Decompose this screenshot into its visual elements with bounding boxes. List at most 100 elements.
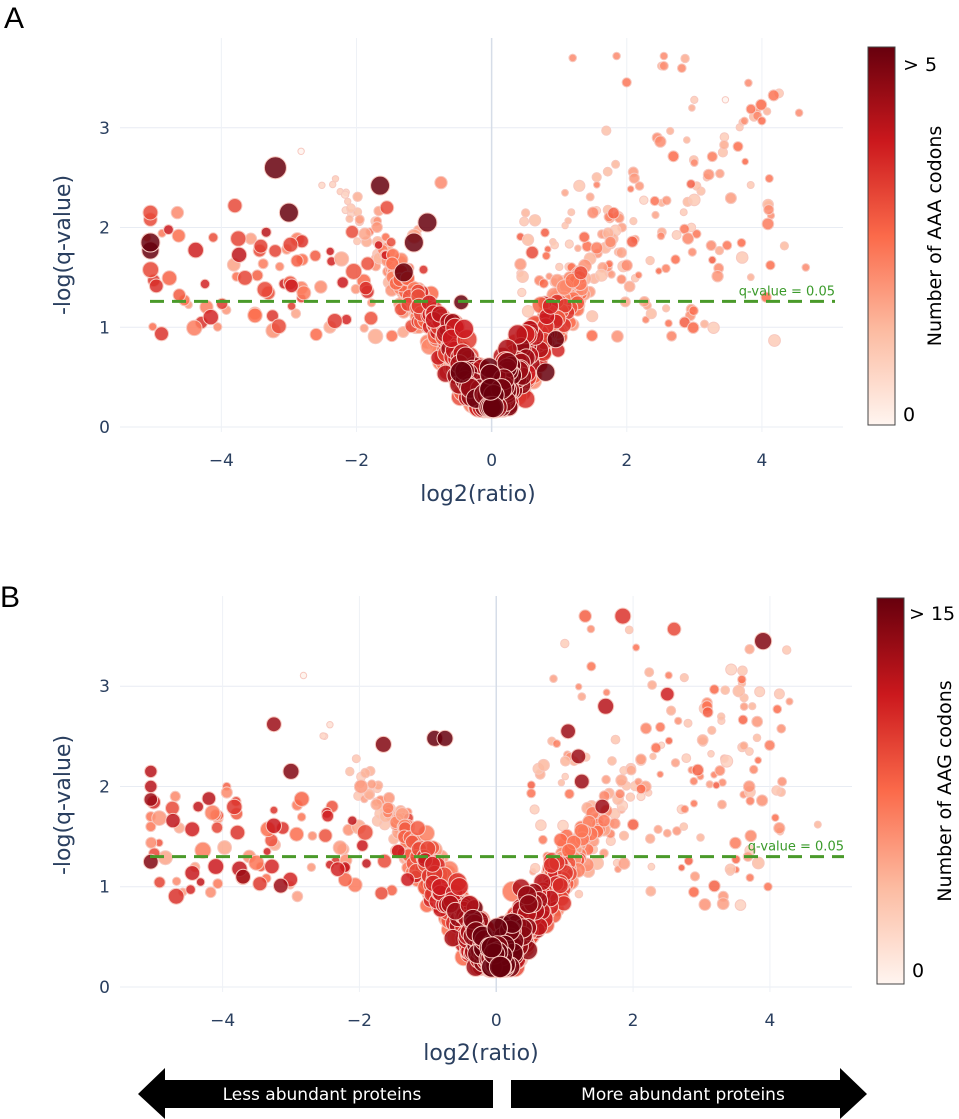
data-point [741,157,750,166]
data-point [268,244,283,258]
data-point [655,267,663,275]
data-point [449,360,473,384]
data-point [165,812,181,829]
data-point [771,785,782,796]
data-point [518,894,539,914]
data-point [248,854,265,871]
data-point [620,259,633,272]
data-point [570,748,587,765]
data-point [526,780,536,790]
data-point [541,251,551,261]
data-point [284,278,299,294]
data-point [306,862,317,872]
colorbar-a [867,46,896,426]
data-point [647,862,656,871]
data-point [573,265,589,281]
data-point [687,321,700,334]
data-point [763,882,773,892]
data-point [329,180,337,189]
data-point [434,175,448,190]
data-point [785,697,794,706]
data-point [660,686,675,702]
data-point [373,240,384,250]
x-tick-labels-a: −4 −2 0 2 4 [209,451,768,471]
data-point [172,288,187,302]
data-point [764,174,774,183]
data-point [561,772,570,781]
data-point [309,249,322,262]
data-point [574,244,582,253]
data-point [706,151,718,163]
data-point [264,858,280,875]
data-point [654,135,667,148]
data-point [776,723,787,734]
data-point [557,779,566,787]
data-point [594,268,608,282]
data-point [634,271,643,280]
data-point [586,624,596,634]
data-point [748,702,757,711]
x-tick-label: 0 [491,1011,502,1031]
data-point [740,116,749,126]
data-point [691,229,702,239]
data-point [677,63,687,73]
colorbar-title-b: Number of AAG codons [934,680,956,901]
data-point [552,739,562,748]
y-tick-labels-b: 0 1 2 3 [99,677,110,998]
data-point [163,224,174,236]
data-point [659,61,669,71]
data-point [655,721,666,733]
data-point [140,232,161,253]
data-point [546,330,565,349]
data-point [167,887,185,905]
data-point [698,898,712,911]
data-point [686,179,696,189]
data-point [687,247,697,257]
markers-b [142,607,822,979]
data-point [287,301,297,311]
data-point [707,725,717,736]
data-point [237,270,253,286]
data-point [366,779,377,790]
data-point [212,878,224,889]
data-point [251,269,264,282]
data-point [680,53,690,64]
x-tick-label: −4 [210,1011,235,1031]
data-point [333,251,350,267]
data-point [358,227,372,241]
data-point [607,756,617,766]
data-point [614,607,632,625]
data-point [567,208,576,217]
data-point [573,823,590,839]
data-point [585,329,599,342]
data-point [681,753,692,763]
data-point [662,828,672,838]
data-point [801,263,811,272]
data-point [679,208,688,217]
data-point [690,158,699,167]
data-point [453,318,475,340]
bottom-arrows: Less abundant proteins More abundant pro… [138,1068,867,1119]
data-point [208,232,219,243]
data-point [745,747,754,756]
data-point [560,755,571,767]
data-point [151,810,168,826]
data-point [757,116,767,126]
data-point [585,192,595,202]
data-point [282,236,299,253]
data-point [739,702,749,711]
data-point [650,742,662,754]
data-point [184,865,201,881]
data-point [714,765,726,777]
data-point [724,192,737,205]
data-point [526,788,537,799]
data-point [736,238,747,248]
data-point [171,876,182,886]
data-point [145,836,158,849]
data-point [528,214,542,227]
data-point [409,820,426,837]
data-point [611,159,621,169]
data-point [621,77,632,88]
data-point [204,886,217,899]
data-point [374,735,392,753]
